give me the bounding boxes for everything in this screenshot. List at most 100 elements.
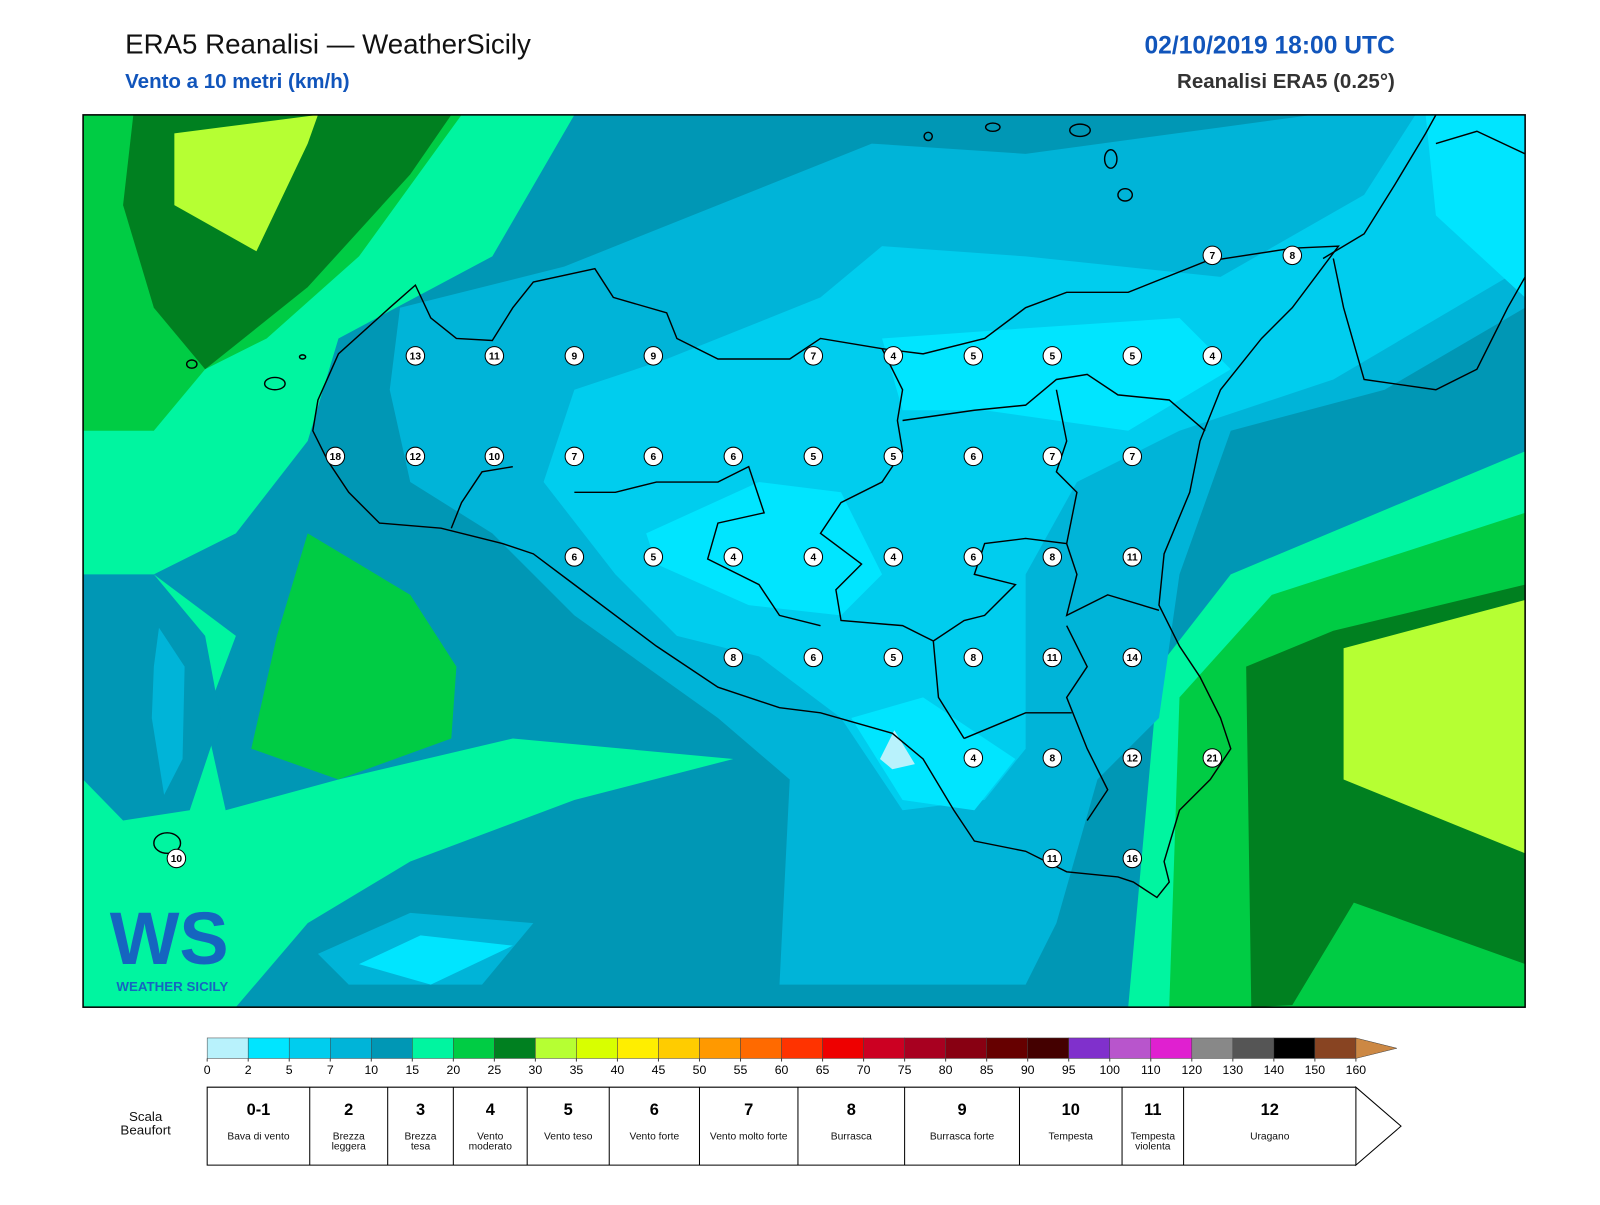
beaufort-force: 8: [847, 1101, 856, 1119]
colorbar-cell: [288, 1037, 331, 1059]
station-marker: [1042, 547, 1063, 567]
colorbar-tick-label: 85: [980, 1063, 994, 1077]
colorbar-tick-label: 130: [1223, 1063, 1244, 1077]
colorbar-cell: [699, 1037, 741, 1059]
colorbar-cell: [535, 1037, 577, 1059]
station-value: 4: [730, 553, 736, 564]
station-value: 6: [970, 553, 976, 564]
beaufort-name: Burrasca: [830, 1132, 872, 1143]
station-marker: [723, 547, 744, 567]
station-marker: [643, 446, 664, 467]
station-marker: [564, 446, 585, 467]
colorbar-tick-label: 2: [245, 1063, 252, 1077]
station-value: 18: [330, 452, 342, 463]
station-value: 9: [572, 351, 578, 362]
beaufort-name-box: Vento teso: [543, 1132, 593, 1143]
station-value: 11: [1047, 653, 1058, 664]
station-marker: [1042, 748, 1063, 768]
station-marker: [484, 346, 505, 366]
station-marker: [723, 647, 744, 668]
station-marker: [963, 547, 984, 567]
station-value: 21: [1207, 754, 1219, 765]
datetime: 02/10/2019 18:00 UTC: [1144, 32, 1395, 59]
beaufort-name-box: Burrasca: [830, 1132, 872, 1143]
station-marker: [1042, 346, 1063, 366]
beaufort-force: 9: [957, 1101, 966, 1119]
colorbar-tick-label: 60: [775, 1063, 789, 1077]
colorbar-tick-label: 140: [1264, 1063, 1285, 1077]
station-value: 11: [1127, 553, 1138, 564]
station-value: 11: [1047, 854, 1058, 865]
beaufort-force: 12: [1261, 1101, 1279, 1119]
colorbar-tick-label: 30: [529, 1063, 543, 1077]
station-value: 8: [1049, 754, 1055, 765]
subtitle: Vento a 10 metri (km/h): [125, 70, 349, 93]
colorbar-tick-label: 80: [939, 1063, 953, 1077]
station-value: 4: [1209, 351, 1215, 362]
colorbar-arrow: [1355, 1037, 1397, 1059]
station-marker: [803, 446, 824, 467]
station-value: 5: [810, 452, 816, 463]
beaufort-name-box: Vento moderato: [469, 1132, 512, 1152]
station-marker: [1042, 446, 1063, 467]
beaufort-label: Scala Beaufort: [120, 1110, 170, 1137]
colorbar-tick-label: 100: [1099, 1063, 1120, 1077]
station-value: 8: [970, 653, 976, 664]
colorbar-tick-label: 70: [857, 1063, 871, 1077]
beaufort-name-box: Burrasca forte: [930, 1132, 994, 1142]
station-value: 12: [410, 452, 422, 463]
beaufort-name: Vento teso: [543, 1132, 593, 1143]
colorbar-tick-label: 50: [693, 1063, 707, 1077]
beaufort-force: 6: [650, 1101, 659, 1119]
colorbar-tick-label: 25: [488, 1063, 502, 1077]
colorbar-cell: [1150, 1037, 1193, 1059]
station-marker: [883, 446, 904, 467]
station-marker: [1122, 446, 1143, 467]
station-value: 8: [1289, 251, 1295, 262]
station-value: 6: [970, 452, 976, 463]
station-marker: [1202, 245, 1223, 266]
colorbar-cell: [247, 1037, 290, 1059]
colorbar-cell: [945, 1037, 987, 1059]
station-value: 13: [410, 351, 422, 362]
colorbar-tick-label: 120: [1182, 1063, 1203, 1077]
beaufort-arrow: [1355, 1086, 1402, 1167]
beaufort-force: 7: [744, 1101, 753, 1119]
colorbar-tick-label: 65: [816, 1063, 830, 1077]
colorbar-cell: [904, 1037, 946, 1059]
colorbar-tick-label: 5: [286, 1063, 293, 1077]
station-marker: [963, 748, 984, 768]
colorbar-cell: [1109, 1037, 1152, 1059]
colorbar-cell: [1068, 1037, 1110, 1059]
station-marker: [1042, 848, 1063, 869]
beaufort-name-box: Vento molto forte: [710, 1132, 788, 1142]
beaufort-force: 3: [416, 1101, 425, 1119]
station-value: 5: [650, 553, 656, 564]
station-marker: [963, 647, 984, 668]
station-marker: [803, 647, 824, 668]
station-marker: [564, 547, 585, 567]
station-marker: [883, 647, 904, 668]
station-value: 4: [810, 553, 816, 564]
colorbar-tick-label: 40: [611, 1063, 625, 1077]
wind-field: [83, 114, 1526, 1008]
station-marker: [325, 446, 346, 467]
station-marker: [484, 446, 505, 467]
logo-text: WEATHER SICILY: [116, 979, 228, 994]
colorbar-cell: [371, 1037, 413, 1059]
beaufort-scale: Scala Beaufort 0-1 Bava di vento 2 Brezza l…: [120, 1086, 1402, 1167]
station-marker: [564, 346, 585, 366]
colorbar-cell: [576, 1037, 618, 1059]
station-value: 14: [1127, 653, 1139, 664]
beaufort-name: Brezza leggera: [331, 1132, 366, 1153]
beaufort-name: Brezza tesa: [404, 1132, 437, 1153]
station-value: 4: [970, 754, 976, 765]
colorbar-cell: [494, 1037, 536, 1059]
station-value: 5: [1049, 351, 1055, 362]
colorbar-cell: [986, 1037, 1028, 1059]
station-value: 7: [1209, 251, 1215, 262]
station-marker: [166, 848, 187, 869]
colorbar-tick-label: 160: [1346, 1063, 1367, 1077]
